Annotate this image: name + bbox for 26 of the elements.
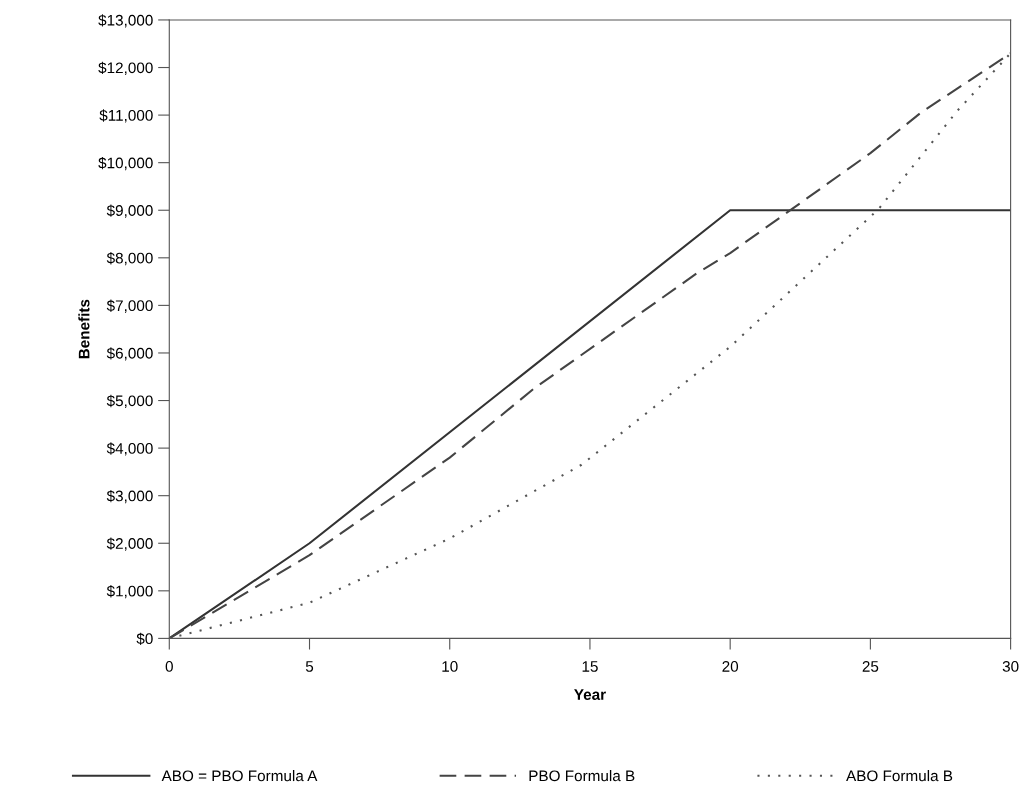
- y-tick-label: $12,000: [98, 61, 153, 76]
- y-tick-label: $5,000: [106, 394, 153, 409]
- y-tick-label: $7,000: [106, 299, 153, 313]
- x-tick-label: 10: [442, 661, 458, 672]
- y-tick-label: $0: [136, 632, 153, 645]
- y-tick-label: $11,000: [99, 109, 153, 123]
- y-tick-label: $10,000: [98, 156, 153, 171]
- legend-label: ABO = PBO Formula A: [161, 770, 318, 782]
- x-tick-label: 0: [165, 661, 173, 672]
- y-tick-label: $2,000: [106, 537, 153, 551]
- y-tick-label: $8,000: [106, 252, 153, 266]
- x-tick-label: 5: [305, 661, 314, 672]
- x-tick-label: 30: [1002, 661, 1019, 672]
- y-tick-label: $13,000: [98, 14, 153, 28]
- y-tick-label: $9,000: [106, 204, 153, 218]
- y-tick-label: $6,000: [106, 347, 153, 361]
- x-tick-label: 15: [582, 661, 598, 672]
- y-tick-label: $1,000: [106, 585, 153, 599]
- x-tick-label: 20: [722, 661, 739, 672]
- y-axis-title: Benefits: [78, 299, 90, 359]
- y-tick-label: $4,000: [106, 442, 153, 456]
- y-tick-label: $3,000: [106, 489, 153, 504]
- legend-label: ABO Formula B: [846, 770, 953, 782]
- x-axis-title: Year: [574, 689, 606, 700]
- x-tick-label: 25: [862, 661, 879, 672]
- legend-label: PBO Formula B: [529, 770, 635, 782]
